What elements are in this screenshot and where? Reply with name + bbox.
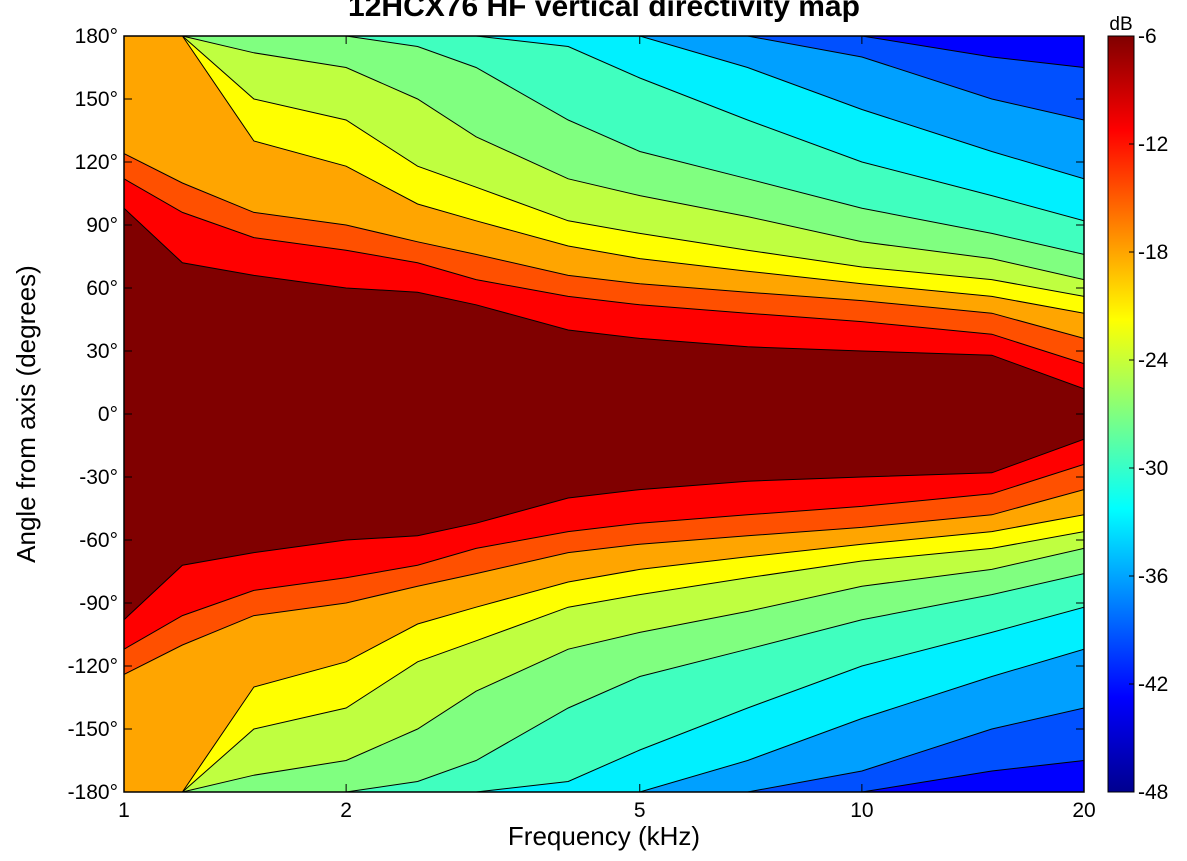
colorbar-tick-label: -42 bbox=[1138, 673, 1168, 696]
x-tick-label: 2 bbox=[340, 799, 352, 822]
y-tick-label: -30° bbox=[79, 466, 118, 489]
x-tick-label: 1 bbox=[118, 799, 130, 822]
plot-area bbox=[124, 36, 1084, 792]
contour-band-minus9 bbox=[124, 207, 1084, 621]
y-tick-label: -120° bbox=[68, 655, 118, 678]
y-tick-label: -90° bbox=[79, 592, 118, 615]
x-tick-label: 10 bbox=[850, 799, 873, 822]
colorbar-ticks: -6 -12 -18 -24 -30 -36 -42 -48 bbox=[1129, 25, 1169, 804]
colorbar: dB -6 -12 -18 -24 -30 -36 -42 -48 bbox=[1107, 14, 1169, 804]
colorbar-tick-label: -30 bbox=[1138, 457, 1168, 480]
colorbar-unit: dB bbox=[1109, 14, 1132, 35]
y-tick-label: 0° bbox=[98, 403, 118, 426]
colorbar-tick-label: -18 bbox=[1138, 241, 1168, 264]
y-tick-label: 30° bbox=[86, 340, 118, 363]
colorbar-tick-label: -24 bbox=[1138, 349, 1169, 372]
colorbar-tick-label: -36 bbox=[1138, 565, 1168, 588]
colorbar-tick-label: -48 bbox=[1138, 781, 1168, 804]
x-tick-label: 5 bbox=[634, 799, 646, 822]
chart-title: 12HCX76 HF vertical directivity map bbox=[348, 0, 860, 23]
y-tick-label: 90° bbox=[86, 214, 118, 237]
colorbar-tick-label: -6 bbox=[1138, 25, 1157, 48]
y-tick-label: -150° bbox=[68, 718, 118, 741]
contour-bands bbox=[124, 36, 1084, 792]
y-axis-label: Angle from axis (degrees) bbox=[11, 265, 41, 563]
y-tick-label: -180° bbox=[68, 781, 118, 804]
colorbar-gradient bbox=[1107, 35, 1135, 793]
colorbar-tick-label: -12 bbox=[1138, 133, 1168, 156]
x-tick-label: 20 bbox=[1072, 799, 1095, 822]
x-axis-ticks: 1 2 5 10 20 bbox=[118, 36, 1096, 822]
y-tick-label: -60° bbox=[79, 529, 118, 552]
y-axis-ticks: 180° 150° 120° 90° 60° 30° 0° -30° -60° -90° -120°… bbox=[68, 25, 1084, 804]
y-tick-label: 60° bbox=[86, 277, 118, 300]
y-tick-label: 180° bbox=[75, 25, 118, 48]
y-tick-label: 150° bbox=[75, 88, 118, 111]
y-tick-label: 120° bbox=[75, 151, 118, 174]
x-axis-label: Frequency (kHz) bbox=[508, 821, 700, 851]
